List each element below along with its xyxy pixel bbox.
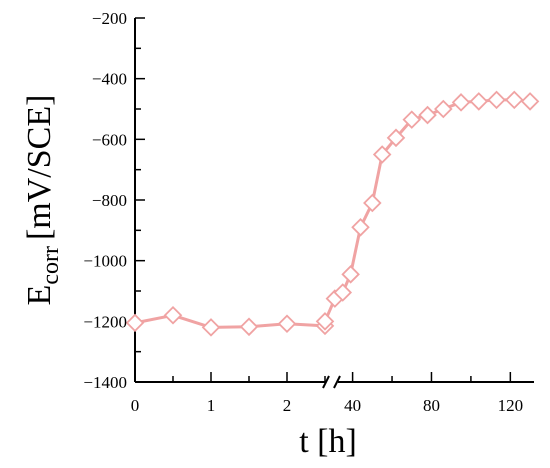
- data-point-marker: [125, 313, 145, 333]
- data-point-marker: [487, 90, 506, 110]
- data-point-marker: [386, 128, 406, 148]
- data-point-marker: [363, 193, 382, 213]
- axis-break-mark: [333, 375, 341, 389]
- x-axis-title: t [h]: [299, 423, 357, 460]
- y-tick-label: −600: [92, 130, 127, 149]
- data-point-marker: [351, 218, 370, 237]
- y-tick-label: −1400: [83, 373, 127, 392]
- data-point-marker: [418, 105, 437, 125]
- data-point-marker: [201, 318, 221, 337]
- axis-break-mark: [322, 375, 330, 389]
- y-tick-label: −200: [92, 9, 127, 28]
- data-point-marker: [451, 93, 471, 112]
- data-point-marker: [341, 265, 360, 284]
- x-tick-label: 120: [498, 396, 524, 415]
- y-tick-label: −400: [92, 70, 127, 89]
- data-point-marker: [239, 317, 259, 337]
- data-point-marker: [372, 145, 392, 164]
- data-point-marker: [469, 92, 489, 111]
- y-axis-title: Ecorr[mV/SCE]: [21, 95, 64, 306]
- x-tick-label: 80: [423, 396, 440, 415]
- series-line: [133, 98, 532, 329]
- data-point-marker: [505, 90, 524, 110]
- data-point-marker: [333, 283, 353, 302]
- data-point-marker: [163, 305, 183, 325]
- data-point-marker: [434, 99, 453, 119]
- data-point-marker: [315, 312, 335, 331]
- y-tick-label: −1000: [83, 252, 127, 271]
- y-tick-label: −1200: [83, 312, 127, 331]
- data-point-marker: [277, 314, 297, 334]
- data-point-marker: [402, 110, 422, 129]
- y-tick-label: −800: [92, 191, 127, 210]
- x-tick-label: 1: [207, 396, 216, 415]
- x-tick-label: 40: [344, 396, 361, 415]
- x-tick-label: 2: [283, 396, 292, 415]
- x-tick-label: 0: [131, 396, 140, 415]
- data-point-marker: [520, 92, 540, 111]
